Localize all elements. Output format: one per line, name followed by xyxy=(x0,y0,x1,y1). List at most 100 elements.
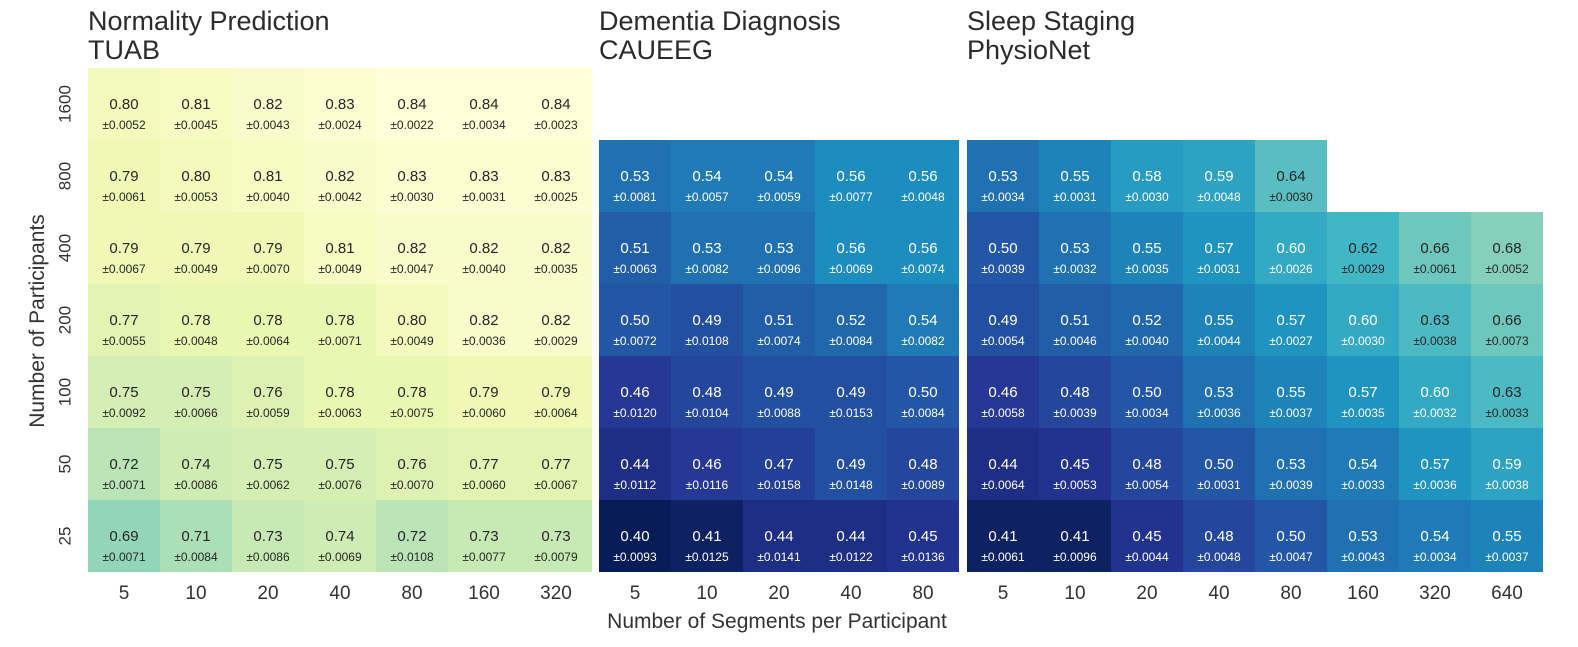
cell-std-label: ±0.0081 xyxy=(613,190,657,204)
heatmap-cell xyxy=(1255,356,1327,428)
cell-std-label: ±0.0030 xyxy=(1269,190,1313,204)
cell-value-label: 0.82 xyxy=(541,240,570,257)
cell-value-label: 0.41 xyxy=(988,528,1017,545)
heatmap-cell xyxy=(1039,356,1111,428)
cell-value-label: 0.83 xyxy=(469,168,498,185)
cell-std-label: ±0.0116 xyxy=(686,478,729,492)
heatmap-cell xyxy=(520,356,592,428)
heatmap-cell xyxy=(599,140,671,212)
cell-std-label: ±0.0032 xyxy=(1053,262,1097,276)
cell-std-label: ±0.0026 xyxy=(1269,262,1313,276)
heatmap-cell xyxy=(815,356,887,428)
x-tick-label: 20 xyxy=(768,583,789,604)
heatmap-cell xyxy=(520,212,592,284)
cell-value-label: 0.54 xyxy=(1420,528,1449,545)
cell-std-label: ±0.0040 xyxy=(1125,334,1169,348)
cell-std-label: ±0.0071 xyxy=(318,334,362,348)
heatmap-cell xyxy=(88,140,160,212)
x-tick-label: 160 xyxy=(468,583,500,604)
cell-value-label: 0.75 xyxy=(325,456,354,473)
heatmap-cell xyxy=(304,500,376,572)
cell-value-label: 0.78 xyxy=(397,384,426,401)
cell-std-label: ±0.0093 xyxy=(613,550,657,564)
heatmap-cell xyxy=(1111,500,1183,572)
heatmap-cell xyxy=(520,140,592,212)
heatmap-cell xyxy=(448,284,520,356)
cell-value-label: 0.51 xyxy=(764,312,793,329)
heatmap-cell xyxy=(1399,212,1471,284)
heatmap-cell xyxy=(160,428,232,500)
cell-value-label: 0.82 xyxy=(469,312,498,329)
cell-value-label: 0.53 xyxy=(1060,240,1089,257)
cell-std-label: ±0.0058 xyxy=(981,406,1025,420)
cell-std-label: ±0.0054 xyxy=(1125,478,1169,492)
cell-value-label: 0.64 xyxy=(1276,168,1305,185)
cell-std-label: ±0.0136 xyxy=(901,550,945,564)
cell-std-label: ±0.0104 xyxy=(685,406,729,420)
cell-std-label: ±0.0043 xyxy=(1341,550,1385,564)
heatmap-cell xyxy=(160,284,232,356)
heatmap-cell xyxy=(88,212,160,284)
cell-std-label: ±0.0125 xyxy=(685,550,729,564)
heatmap-cell xyxy=(304,140,376,212)
cell-value-label: 0.47 xyxy=(764,456,793,473)
cell-value-label: 0.51 xyxy=(1060,312,1089,329)
heatmap-cell xyxy=(743,356,815,428)
heatmap-cell xyxy=(1183,284,1255,356)
cell-std-label: ±0.0034 xyxy=(1125,406,1169,420)
heatmap-cell xyxy=(1255,500,1327,572)
heatmap-cell xyxy=(160,356,232,428)
cell-value-label: 0.73 xyxy=(469,528,498,545)
heatmap-cell xyxy=(887,212,959,284)
cell-value-label: 0.71 xyxy=(181,528,210,545)
heatmap-cell xyxy=(1111,284,1183,356)
cell-value-label: 0.49 xyxy=(764,384,793,401)
heatmap-cell xyxy=(520,428,592,500)
heatmap-cell xyxy=(304,68,376,140)
cell-value-label: 0.80 xyxy=(109,96,138,113)
cell-std-label: ±0.0064 xyxy=(981,478,1025,492)
cell-value-label: 0.59 xyxy=(1492,456,1521,473)
heatmap-cell xyxy=(1039,140,1111,212)
cell-value-label: 0.48 xyxy=(908,456,937,473)
cell-std-label: ±0.0059 xyxy=(246,406,290,420)
heatmap-cell xyxy=(1255,212,1327,284)
y-tick-label: 50 xyxy=(55,455,74,474)
cell-std-label: ±0.0052 xyxy=(102,118,146,132)
cell-std-label: ±0.0037 xyxy=(1269,406,1313,420)
x-tick-label: 10 xyxy=(1064,583,1085,604)
heatmap-cell xyxy=(671,428,743,500)
heatmap-cell xyxy=(815,284,887,356)
heatmap-cell xyxy=(1039,428,1111,500)
heatmap-cell xyxy=(599,212,671,284)
cell-value-label: 0.77 xyxy=(469,456,498,473)
heatmap-cell xyxy=(1471,212,1543,284)
cell-std-label: ±0.0048 xyxy=(901,190,945,204)
cell-value-label: 0.75 xyxy=(181,384,210,401)
heatmap-cell xyxy=(1183,356,1255,428)
cell-value-label: 0.66 xyxy=(1420,240,1449,257)
cell-value-label: 0.50 xyxy=(620,312,649,329)
cell-value-label: 0.55 xyxy=(1060,168,1089,185)
heatmap-cell xyxy=(448,68,520,140)
cell-value-label: 0.58 xyxy=(1132,168,1161,185)
cell-value-label: 0.49 xyxy=(988,312,1017,329)
x-tick-label: 5 xyxy=(998,583,1009,604)
cell-value-label: 0.49 xyxy=(692,312,721,329)
cell-std-label: ±0.0148 xyxy=(829,478,873,492)
heatmap-cell xyxy=(743,212,815,284)
y-axis-label: Number of Participants xyxy=(26,214,49,428)
heatmap-cell xyxy=(1183,500,1255,572)
y-tick-label: 200 xyxy=(55,306,74,334)
cell-std-label: ±0.0153 xyxy=(829,406,873,420)
heatmap-cell xyxy=(1327,212,1399,284)
cell-std-label: ±0.0031 xyxy=(462,190,506,204)
heatmap-cell xyxy=(520,284,592,356)
heatmap-cell xyxy=(967,212,1039,284)
heatmap-cell xyxy=(815,212,887,284)
heatmap-cell xyxy=(1399,356,1471,428)
heatmap-cell xyxy=(520,68,592,140)
cell-value-label: 0.81 xyxy=(181,96,210,113)
cell-std-label: ±0.0072 xyxy=(613,334,657,348)
